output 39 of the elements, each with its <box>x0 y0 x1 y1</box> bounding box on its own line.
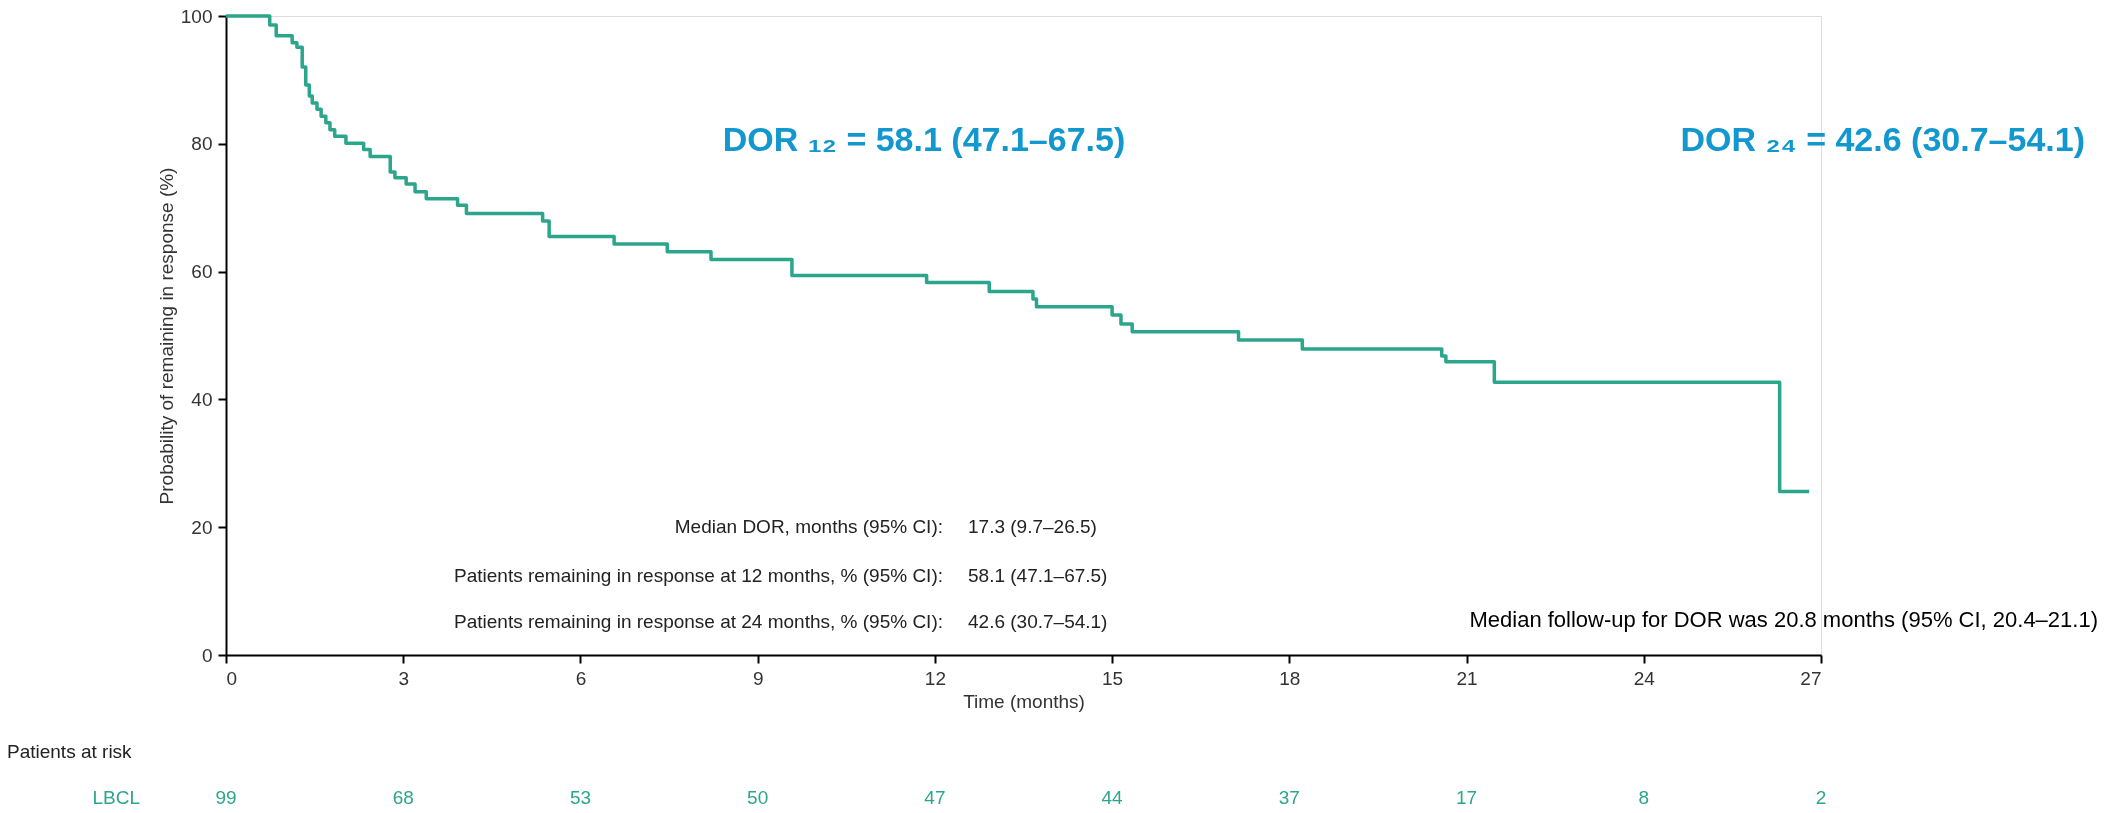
x-axis-title: Time (months) <box>963 690 1085 712</box>
text: LBCL <box>92 787 140 808</box>
text: 37 <box>1278 787 1300 808</box>
text: 2 <box>1815 787 1827 808</box>
text: 50 <box>747 787 769 808</box>
y-tick-label: 0 <box>201 644 213 666</box>
x-tick-label: 15 <box>1102 667 1124 689</box>
annotation: 58.1 (47.1–67.5) <box>968 565 1108 586</box>
y-tick-label: 40 <box>191 388 213 410</box>
text: 44 <box>1101 787 1124 808</box>
text: 47 <box>924 787 946 808</box>
text: 53 <box>569 787 592 808</box>
y-tick-label: 100 <box>180 5 213 27</box>
x-tick-label: 0 <box>226 667 238 689</box>
text: Patients at risk <box>7 741 133 762</box>
text: 8 <box>1638 787 1650 808</box>
annotation: DOR ₁₂ = 58.1 (47.1–67.5) <box>722 120 1126 158</box>
y-tick-label: 80 <box>191 133 213 155</box>
y-tick-label: 20 <box>191 516 213 538</box>
annotation: DOR ₂₄ = 42.6 (30.7–54.1) <box>1680 120 2085 158</box>
x-tick-label: 18 <box>1279 667 1301 689</box>
text: 68 <box>392 787 414 808</box>
y-tick-label: 60 <box>191 261 213 283</box>
text: 99 <box>215 787 237 808</box>
text: 17 <box>1455 787 1478 808</box>
x-tick-label: 21 <box>1456 667 1478 689</box>
annotation: Patients remaining in response at 12 months, % (95% CI): <box>454 565 943 586</box>
x-tick-label: 27 <box>1800 667 1822 689</box>
annotation: 42.6 (30.7–54.1) <box>968 611 1108 632</box>
annotation: 17.3 (9.7–26.5) <box>968 516 1097 537</box>
y-axis-title: Probability of remaining in response (%) <box>155 167 177 505</box>
x-tick-label: 3 <box>398 667 410 689</box>
x-tick-label: 12 <box>924 667 946 689</box>
annotation: Median follow-up for DOR was 20.8 months (95% CI, 20.4–21.1) <box>1469 607 2098 632</box>
x-tick-label: 9 <box>752 667 764 689</box>
annotation: Median DOR, months (95% CI): <box>674 516 943 537</box>
annotation: Patients remaining in response at 24 months, % (95% CI): <box>454 611 943 632</box>
x-tick-label: 24 <box>1633 667 1656 689</box>
x-tick-label: 6 <box>575 667 587 689</box>
